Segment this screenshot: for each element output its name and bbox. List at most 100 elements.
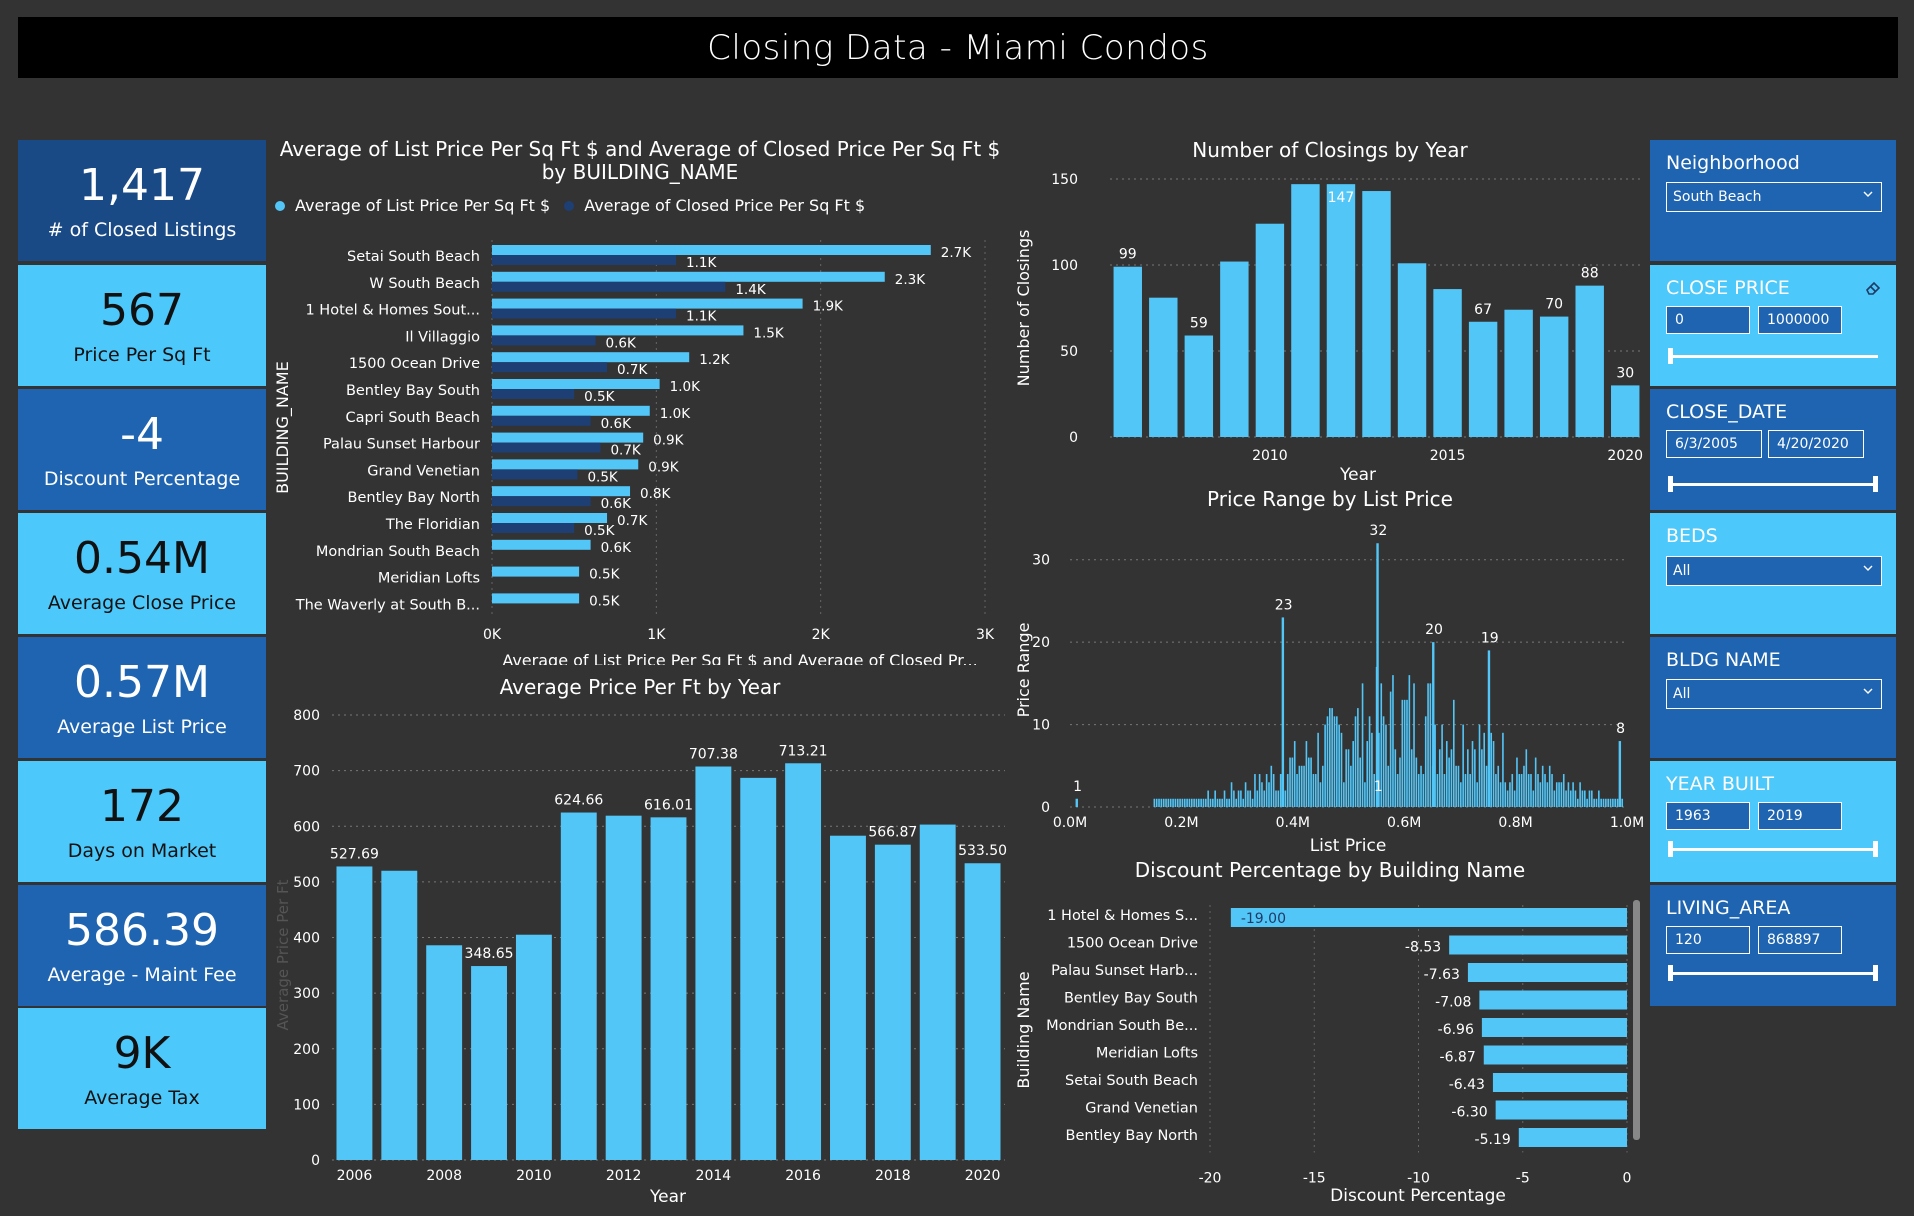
close-date-max-input[interactable]: 4/20/2020 — [1768, 430, 1864, 458]
bar — [1219, 798, 1221, 807]
bar — [1520, 774, 1523, 807]
data-label-list: 0.9K — [648, 459, 679, 475]
bar-closed — [492, 362, 608, 373]
year-built-max-input[interactable]: 2019 — [1758, 802, 1842, 830]
bar — [1492, 741, 1495, 807]
data-label: -7.08 — [1435, 995, 1471, 1011]
bar-list — [492, 593, 580, 604]
bar — [1249, 790, 1252, 807]
bar — [1303, 765, 1305, 807]
bar — [1609, 798, 1612, 807]
x-tick-label: 2016 — [785, 1168, 821, 1184]
x-tick-label: 2010 — [516, 1168, 552, 1184]
bar — [1455, 765, 1457, 807]
bar — [1403, 699, 1406, 807]
close-date-min-input[interactable]: 6/3/2005 — [1666, 430, 1762, 458]
category-label: Grand Venetian — [1085, 1101, 1198, 1117]
data-label: 1 — [1073, 779, 1082, 795]
bar — [1277, 790, 1280, 807]
bar — [1270, 765, 1273, 807]
bar — [1284, 790, 1287, 807]
bar — [1534, 757, 1537, 807]
y-tick-label: 100 — [1051, 258, 1078, 274]
bar — [1291, 184, 1320, 437]
bar — [1518, 774, 1521, 807]
kpi-value: 172 — [100, 780, 184, 832]
bar — [1286, 774, 1289, 807]
bar-annotated — [1376, 798, 1379, 807]
living-area-slider[interactable] — [1668, 965, 1878, 981]
close-price-min-input[interactable]: 0 — [1666, 306, 1750, 334]
kpi-price-per-sqft: 567 Price Per Sq Ft — [18, 265, 266, 386]
bar — [1300, 765, 1303, 807]
kpi-label: Days on Market — [67, 839, 217, 862]
bar — [1525, 749, 1528, 807]
slider-handle-max[interactable] — [1873, 965, 1878, 981]
data-label: 70 — [1545, 297, 1563, 313]
y-tick-label: 500 — [293, 875, 320, 891]
bar-closed — [492, 442, 601, 453]
bldg-name-dropdown[interactable]: All — [1666, 679, 1882, 709]
eraser-icon[interactable] — [1864, 279, 1882, 297]
scrollbar-thumb — [1633, 900, 1640, 1140]
bar — [1326, 716, 1329, 807]
slider-handle-min[interactable] — [1668, 965, 1673, 981]
data-label-closed: 0.7K — [610, 443, 641, 459]
x-axis-title: List Price — [1310, 836, 1387, 856]
living-area-max-input[interactable]: 868897 — [1758, 926, 1842, 954]
data-label: 624.66 — [554, 793, 603, 809]
bar — [1452, 699, 1455, 807]
bar — [1471, 741, 1474, 807]
slider-handle-max[interactable] — [1873, 841, 1878, 857]
bar — [1361, 683, 1364, 807]
bar — [1256, 790, 1259, 807]
kpi-value: 567 — [100, 284, 184, 336]
bar — [1499, 782, 1502, 807]
year-built-slider[interactable] — [1668, 841, 1878, 857]
bar — [1220, 261, 1249, 437]
slider-handle-max[interactable] — [1873, 476, 1878, 492]
bar — [1162, 798, 1165, 807]
data-label-list: 1.2K — [699, 352, 730, 368]
data-label: 99 — [1119, 247, 1137, 263]
close-price-max-input[interactable]: 1000000 — [1758, 306, 1842, 334]
category-label: 1500 Ocean Drive — [1067, 936, 1198, 952]
bar — [1450, 749, 1453, 807]
bar — [1181, 798, 1184, 807]
bar-list — [492, 352, 690, 363]
close-price-slider[interactable] — [1668, 348, 1878, 364]
bar — [1254, 774, 1256, 807]
bar — [1530, 774, 1532, 807]
bar-closed — [492, 308, 677, 319]
data-label: 30 — [1616, 365, 1634, 381]
slider-handle-min[interactable] — [1668, 476, 1673, 492]
bar — [1200, 798, 1202, 807]
year-built-min-input[interactable]: 1963 — [1666, 802, 1750, 830]
neighborhood-dropdown[interactable]: South Beach — [1666, 182, 1882, 212]
data-label-list: 0.5K — [589, 593, 620, 609]
living-area-min-input[interactable]: 120 — [1666, 926, 1750, 954]
bar — [1539, 782, 1542, 807]
bar — [1268, 782, 1270, 807]
bar — [1202, 798, 1205, 807]
bar — [1495, 1100, 1627, 1120]
bar — [381, 870, 418, 1160]
slider-handle-min[interactable] — [1668, 348, 1673, 364]
bar — [1492, 1073, 1627, 1092]
data-label-closed: 0.5K — [587, 469, 618, 485]
beds-dropdown[interactable]: All — [1666, 556, 1882, 586]
bar — [1434, 724, 1436, 807]
slider-handle-min[interactable] — [1668, 841, 1673, 857]
close-date-slider[interactable] — [1668, 476, 1878, 492]
slicer-close-price: CLOSE PRICE 0 1000000 — [1650, 265, 1896, 386]
category-label: Meridian Lofts — [1096, 1046, 1198, 1062]
bar — [1336, 716, 1338, 807]
bar — [1513, 790, 1516, 807]
data-label: -6.30 — [1451, 1105, 1487, 1121]
bar — [1399, 757, 1401, 807]
bar — [1579, 782, 1581, 807]
bar — [1469, 774, 1471, 807]
data-label: 616.01 — [644, 797, 693, 813]
chevron-down-icon — [1863, 688, 1873, 694]
bar — [1176, 798, 1179, 807]
